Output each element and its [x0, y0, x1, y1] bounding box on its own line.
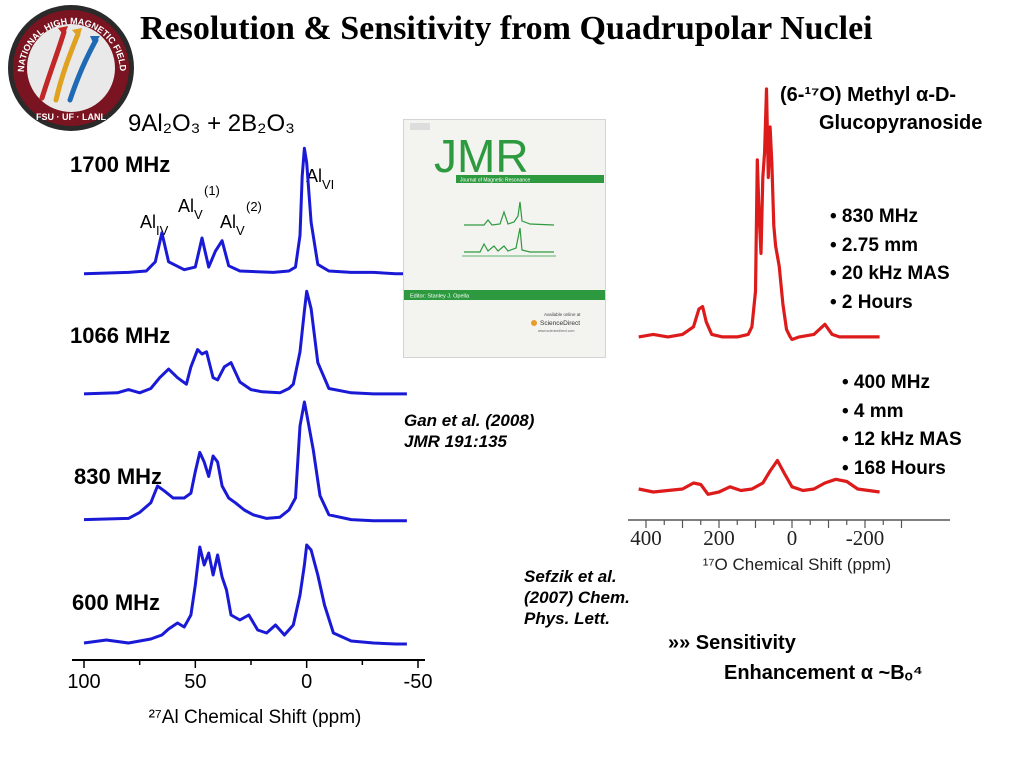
o17-tick-label: 0 — [787, 526, 798, 550]
sensitivity-line1: »» Sensitivity — [668, 632, 796, 654]
al-trace-830-mhz — [83, 400, 407, 523]
al-x-axis-label: ²⁷Al Chemical Shift (ppm) — [149, 707, 362, 728]
al-traces — [83, 146, 407, 646]
al-site-label-sup: (2) — [246, 199, 262, 214]
logo-bottom-text: FSU · UF · LANL — [36, 112, 106, 122]
o17-tick-label: 400 — [630, 526, 662, 550]
al-site-label: AlV — [178, 196, 203, 222]
al-trace-600-mhz — [83, 543, 407, 646]
jmr-cover-available: Available online at — [544, 312, 581, 317]
al-tick-label: -50 — [404, 671, 433, 693]
o17-trace-830-mhz — [638, 87, 880, 342]
cover-spectrum-bottom — [464, 227, 554, 253]
jmr-journal-cover: JMR Journal of Magnetic Resonance Editor… — [403, 119, 606, 358]
al-spectrum-label: 1066 MHz — [70, 323, 170, 348]
cover-editor-band — [404, 290, 605, 300]
al-tick-label: 100 — [67, 671, 100, 693]
o-panel-title-line1: (6-¹⁷O) Methyl α-D- — [780, 84, 957, 106]
al-site-label-sup: (1) — [204, 183, 220, 198]
o17-tick-label: -200 — [846, 526, 885, 550]
cover-spectrum-top — [464, 201, 555, 226]
al-site-label: AlIV — [140, 212, 169, 238]
o-panel-title-line2: Glucopyranoside — [819, 112, 983, 134]
o17-trace-400-mhz — [638, 458, 880, 496]
condition-item: • 830 MHz — [830, 206, 918, 227]
o17-x-axis-label: ¹⁷O Chemical Shift (ppm) — [703, 555, 891, 574]
al-spectra-labels: 1700 MHz 1066 MHz 830 MHz 600 MHz — [70, 152, 170, 615]
condition-item: • 20 kHz MAS — [830, 263, 950, 284]
al-tick-label: 0 — [301, 671, 312, 693]
condition-item: • 2.75 mm — [830, 234, 918, 256]
sensitivity-line2: Enhancement α ~Bₒ⁴ — [724, 662, 923, 684]
al-x-ticks: 100 50 0 -50 — [67, 660, 432, 693]
compound-formula: 9Al₂O₃ + 2B₂O₃ — [128, 110, 295, 137]
nhmfl-logo: NATIONAL HIGH MAGNETIC FIELD LABORATORY … — [2, 2, 134, 131]
jmr-cover-provider: ScienceDirect — [540, 320, 580, 327]
jmr-cover-title: JMR — [434, 130, 529, 182]
condition-item: • 12 kHz MAS — [842, 429, 962, 450]
al-site-label: AlV — [220, 212, 245, 238]
condition-item: • 168 Hours — [842, 457, 946, 479]
condition-item: • 4 mm — [842, 400, 904, 422]
jmr-cover-url: www.sciencedirect.com — [538, 329, 574, 333]
o17-traces — [638, 87, 880, 496]
citation-sefzik: Sefzik et al. (2007) Chem. Phys. Lett. — [524, 567, 630, 628]
o17-spectra-chart: 400 200 0 -200 ¹⁷O Chemical Shift (ppm) — [628, 87, 950, 574]
jmr-cover-art: JMR Journal of Magnetic Resonance Editor… — [404, 120, 605, 357]
jmr-cover-editor: Editor: Stanley J. Opella — [410, 294, 470, 300]
sciencedirect-icon — [531, 320, 537, 326]
o17-x-ticks: 400 200 0 -200 — [630, 520, 903, 550]
cover-green-band — [456, 175, 604, 183]
condition-item: • 400 MHz — [842, 372, 930, 393]
cover-corner-badge — [410, 123, 430, 130]
jmr-cover-subtitle: Journal of Magnetic Resonance — [460, 178, 531, 184]
al-site-label: AlVI — [306, 166, 334, 192]
conditions-top-list: • 830 MHz • 2.75 mm • 20 kHz MAS • 2 Hou… — [830, 203, 950, 317]
condition-item: • 2 Hours — [830, 291, 913, 313]
citation-gan: Gan et al. (2008) JMR 191:135 — [404, 411, 535, 451]
al-trace-1700-mhz — [83, 146, 407, 276]
al-trace-1066-mhz — [83, 289, 407, 396]
o17-tick-label: 200 — [703, 526, 735, 550]
al-spectrum-label: 830 MHz — [74, 464, 162, 489]
al-spectrum-label: 1700 MHz — [70, 152, 170, 177]
page-title: Resolution & Sensitivity from Quadrupola… — [140, 10, 873, 47]
al-tick-label: 50 — [184, 671, 206, 693]
al-spectrum-label: 600 MHz — [72, 590, 160, 615]
conditions-bottom-list: • 400 MHz • 4 mm • 12 kHz MAS • 168 Hour… — [842, 369, 962, 483]
